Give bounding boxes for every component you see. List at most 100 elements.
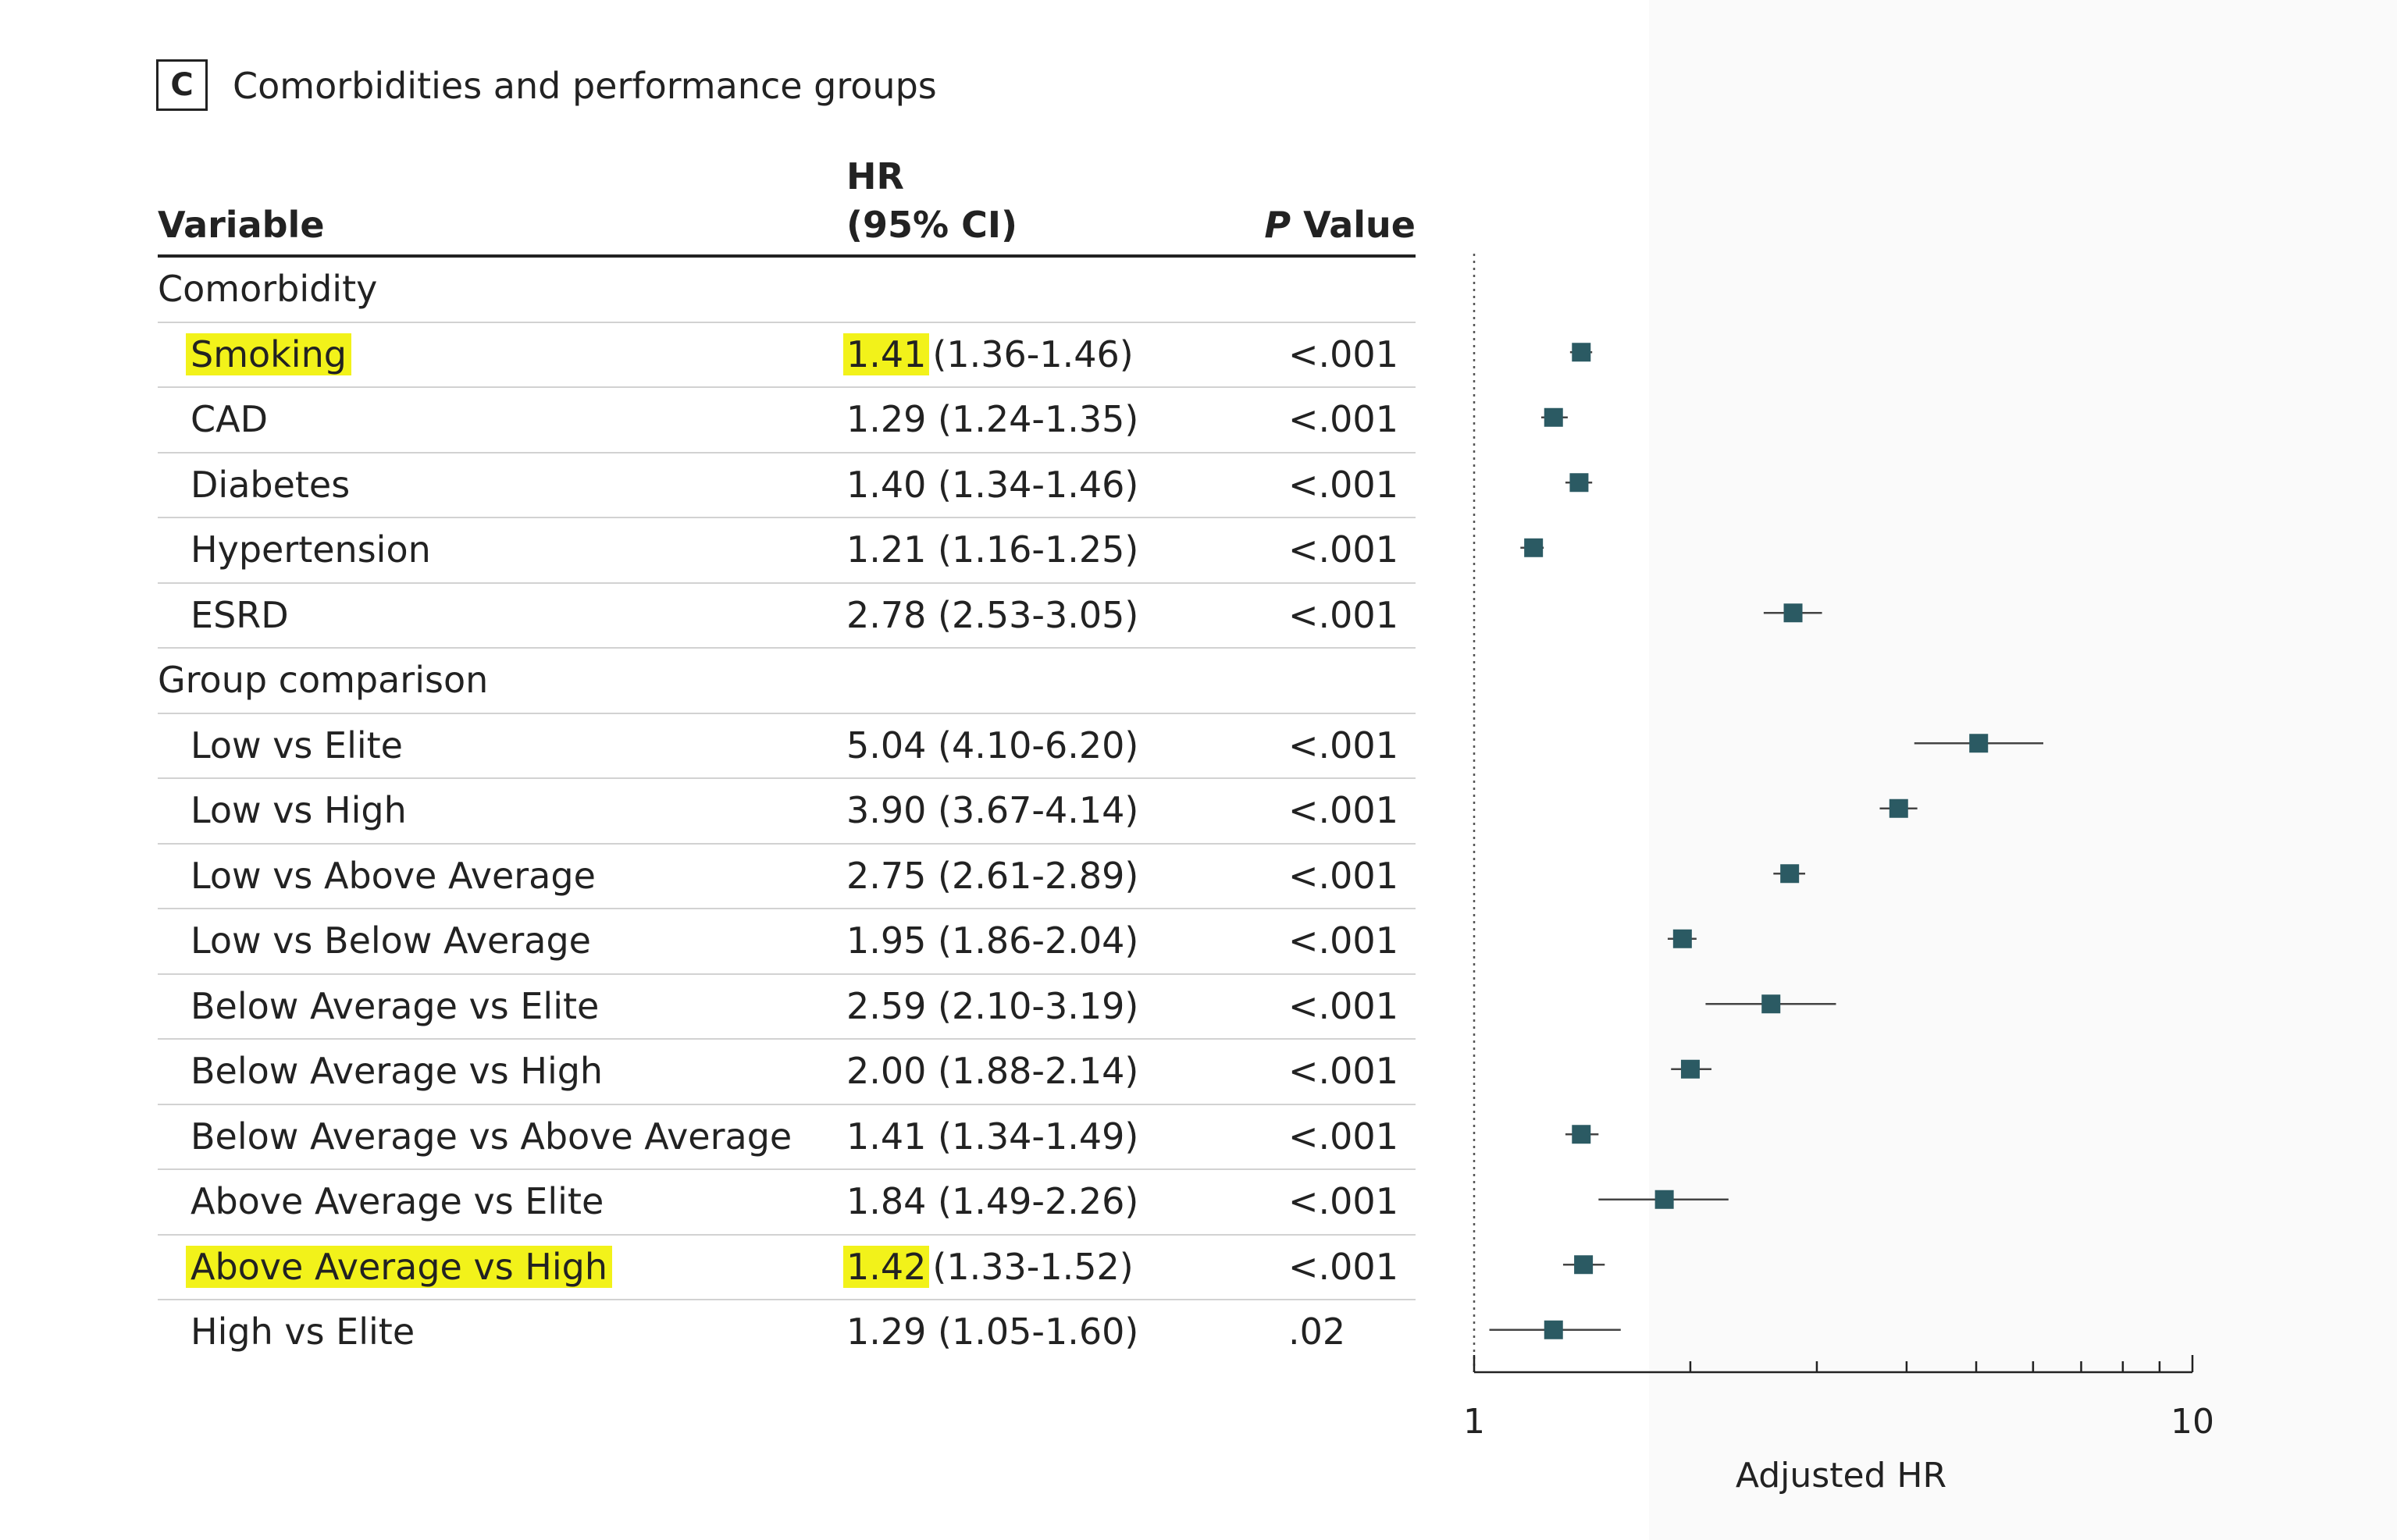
row-hr-value: 1.40 [846,463,927,506]
row-hr-value: 1.95 [846,919,927,962]
row-ci: (1.05-1.60) [938,1311,1139,1353]
hr-marker [1572,343,1591,362]
header-hr: HR [846,155,904,197]
row-ci: (1.33-1.52) [932,1245,1134,1288]
table-row: Low vs Below Average 1.95 (1.86-2.04) <.00… [158,909,1416,975]
header-p-rest: Value [1291,204,1416,246]
row-label-text: Below Average vs High [191,1050,604,1092]
row-label-text: Low vs High [191,789,407,831]
row-label-text: High vs Elite [191,1311,415,1353]
row-label-text: Low vs Above Average [191,854,596,897]
row-label: Smoking [186,323,351,386]
row-label: Low vs Above Average [191,845,596,907]
row-ci: (1.36-1.46) [932,333,1134,375]
header-variable: Variable [158,204,325,246]
plot-background [1649,0,2397,1540]
row-hr-value: 1.21 [846,528,927,571]
panel-letter: C [156,59,208,111]
panel-title: Comorbidities and performance groups [233,65,937,107]
row-p-value: <.001 [1288,919,1398,962]
row-label: Hypertension [191,518,431,581]
row-label-text: Low vs Below Average [191,919,591,962]
row-label: Diabetes [191,453,350,516]
row-label: Low vs Below Average [191,909,591,972]
row-hr: 1.41 (1.36-1.46) [843,323,1134,386]
row-ci: (2.10-3.19) [938,984,1139,1027]
row-label: Comorbidity [158,258,377,320]
row-label-text: Below Average vs Above Average [191,1115,792,1158]
row-ci: (2.61-2.89) [938,854,1139,897]
table-row: Below Average vs High 2.00 (1.88-2.14) <.0… [158,1040,1416,1105]
row-hr: 1.84 (1.49-2.26) [846,1170,1138,1232]
row-p-value: <.001 [1288,984,1398,1027]
table-row: Low vs Elite 5.04 (4.10-6.20) <.001 [158,714,1416,779]
row-ci: (1.49-2.26) [938,1180,1139,1222]
row-ci: (1.34-1.49) [938,1115,1139,1158]
row-hr: 1.40 (1.34-1.46) [846,453,1138,516]
table-row: High vs Elite 1.29 (1.05-1.60) .02 [158,1300,1416,1364]
table-row: Diabetes 1.40 (1.34-1.46) <.001 [158,453,1416,518]
row-hr: 1.41 (1.34-1.49) [846,1105,1138,1168]
hr-marker [1572,1125,1591,1144]
row-p-value: <.001 [1288,333,1398,375]
row-label-text: Smoking [186,333,351,375]
row-ci: (1.34-1.46) [938,463,1139,506]
row-ci: (2.53-3.05) [938,593,1139,636]
row-hr: 1.42 (1.33-1.52) [843,1236,1134,1298]
header-p-value: P Value [1264,201,1416,248]
table-row: CAD 1.29 (1.24-1.35) <.001 [158,388,1416,453]
row-label: Below Average vs Above Average [191,1105,792,1168]
table-row: Above Average vs Elite 1.84 (1.49-2.26) <.… [158,1170,1416,1236]
row-ci: (1.86-2.04) [938,919,1139,962]
row-p-value: <.001 [1288,1180,1398,1222]
row-label: Group comparison [158,649,488,711]
table-row: Smoking 1.41 (1.36-1.46) <.001 [158,323,1416,388]
row-hr-value: 2.75 [846,854,927,897]
row-hr: 5.04 (4.10-6.20) [846,714,1138,777]
row-label-text: Hypertension [191,528,431,571]
table-row: Above Average vs High 1.42 (1.33-1.52) <.00… [158,1236,1416,1300]
row-p-value: <.001 [1288,854,1398,897]
row-hr-value: 1.84 [846,1180,927,1222]
row-p-value: <.001 [1288,1245,1398,1288]
table-row: ESRD 2.78 (2.53-3.05) <.001 [158,584,1416,649]
row-hr: 1.21 (1.16-1.25) [846,518,1138,581]
row-label: CAD [191,388,268,450]
group-header-row: Group comparison [158,649,1416,714]
hr-marker [1544,407,1563,427]
row-ci: (1.16-1.25) [938,528,1139,571]
row-hr: 2.78 (2.53-3.05) [846,584,1138,646]
row-ci: (1.88-2.14) [938,1050,1139,1092]
row-hr: 3.90 (3.67-4.14) [846,779,1138,841]
row-hr-value: 1.29 [846,1311,927,1353]
row-hr-value: 2.59 [846,984,927,1027]
row-label: ESRD [191,584,289,646]
row-hr: 1.29 (1.05-1.60) [846,1300,1138,1363]
row-hr-value: 3.90 [846,789,927,831]
table-row: Low vs Above Average 2.75 (2.61-2.89) <.00… [158,845,1416,909]
row-p-value: <.001 [1288,463,1398,506]
row-hr-value: 1.41 [843,333,930,375]
row-label-text: Group comparison [158,659,489,701]
row-p-value: <.001 [1288,789,1398,831]
row-hr-value: 1.41 [846,1115,927,1158]
row-label: Below Average vs Elite [191,975,599,1037]
hr-marker [1574,1255,1594,1275]
row-label-text: CAD [191,398,269,440]
header-rule [158,254,1416,258]
row-hr: 1.95 (1.86-2.04) [846,909,1138,972]
row-label-text: Comorbidity [158,268,378,310]
row-p-value: <.001 [1288,593,1398,636]
row-p-value: <.001 [1288,398,1398,440]
row-hr-value: 2.78 [846,593,927,636]
row-label-text: Above Average vs Elite [191,1180,604,1222]
row-label: Low vs High [191,779,407,841]
hr-marker [1544,1320,1563,1339]
row-p-value: <.001 [1288,528,1398,571]
row-label-text: ESRD [191,593,289,636]
row-ci: (3.67-4.14) [938,789,1139,831]
row-hr: 2.59 (2.10-3.19) [846,975,1138,1037]
header-ci: (95% CI) [846,204,1018,246]
table-row: Hypertension 1.21 (1.16-1.25) <.001 [158,518,1416,584]
row-label: Low vs Elite [191,714,403,777]
